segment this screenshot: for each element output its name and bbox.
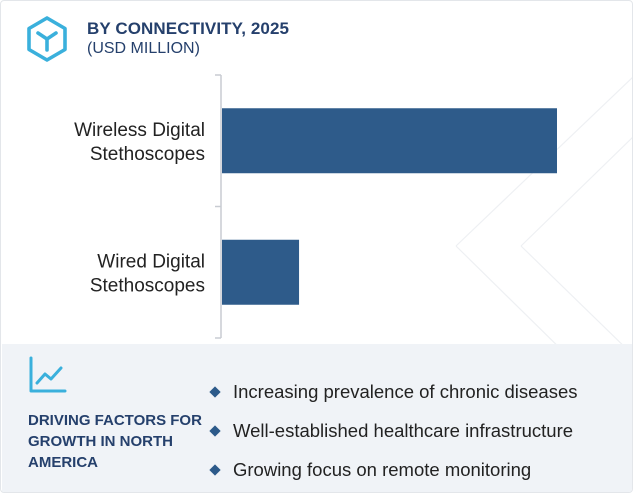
list-item: Increasing prevalence of chronic disease… xyxy=(209,372,578,411)
driver-text: Well-established healthcare infrastructu… xyxy=(233,419,574,441)
bar xyxy=(222,239,300,305)
driver-text: Growing focus on remote monitoring xyxy=(233,458,532,480)
line-chart-icon xyxy=(29,356,67,393)
chart-subtitle: (USD MILLION) xyxy=(87,40,200,57)
bar xyxy=(222,108,557,174)
category-label-line: Wireless Digital xyxy=(74,120,205,141)
driver-text: Increasing prevalence of chronic disease… xyxy=(233,380,578,402)
hexagon-cube-logo-icon xyxy=(27,16,67,62)
drivers-heading-line: GROWTH IN NORTH xyxy=(28,433,173,450)
diamond-bullet-icon xyxy=(209,385,221,398)
drivers-list: Increasing prevalence of chronic disease… xyxy=(209,372,578,489)
category-label: Wireless Digital Stethoscopes xyxy=(74,120,205,165)
list-item: Growing focus on remote monitoring xyxy=(209,450,578,489)
list-item: Well-established healthcare infrastructu… xyxy=(209,411,578,450)
diamond-bullet-icon xyxy=(209,424,221,437)
category-label-line: Stethoscopes xyxy=(90,144,205,165)
drivers-heading-line: AMERICA xyxy=(28,454,98,471)
drivers-heading: DRIVING FACTORS FOR GROWTH IN NORTH AMER… xyxy=(28,410,208,473)
category-label: Wired Digital Stethoscopes xyxy=(90,251,205,296)
category-label-line: Stethoscopes xyxy=(90,275,205,296)
drivers-panel xyxy=(2,344,632,492)
diamond-bullet-icon xyxy=(209,463,221,476)
category-label-line: Wired Digital xyxy=(97,251,205,272)
chart-title: BY CONNECTIVITY, 2025 xyxy=(87,19,290,38)
drivers-heading-line: DRIVING FACTORS FOR xyxy=(28,412,202,429)
